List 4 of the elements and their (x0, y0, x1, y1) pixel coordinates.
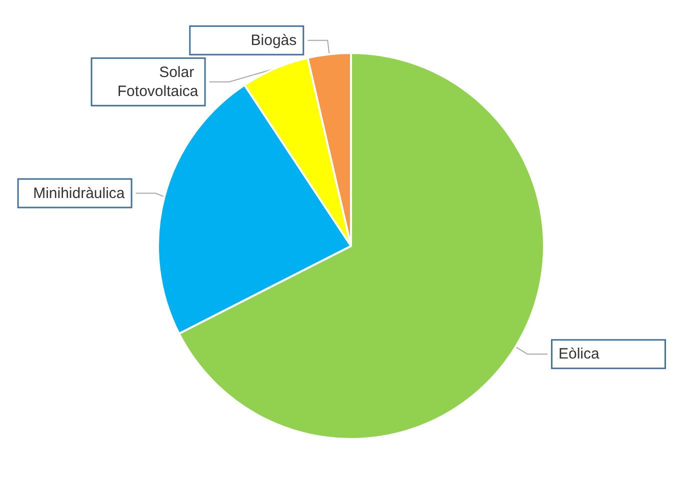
slice-label: Solar Fotovoltaica (117, 64, 199, 100)
slice-label: Eòlica (558, 346, 600, 363)
slice-label: Minihidràulica (33, 184, 126, 202)
slice-label: Biogàs (250, 32, 297, 49)
